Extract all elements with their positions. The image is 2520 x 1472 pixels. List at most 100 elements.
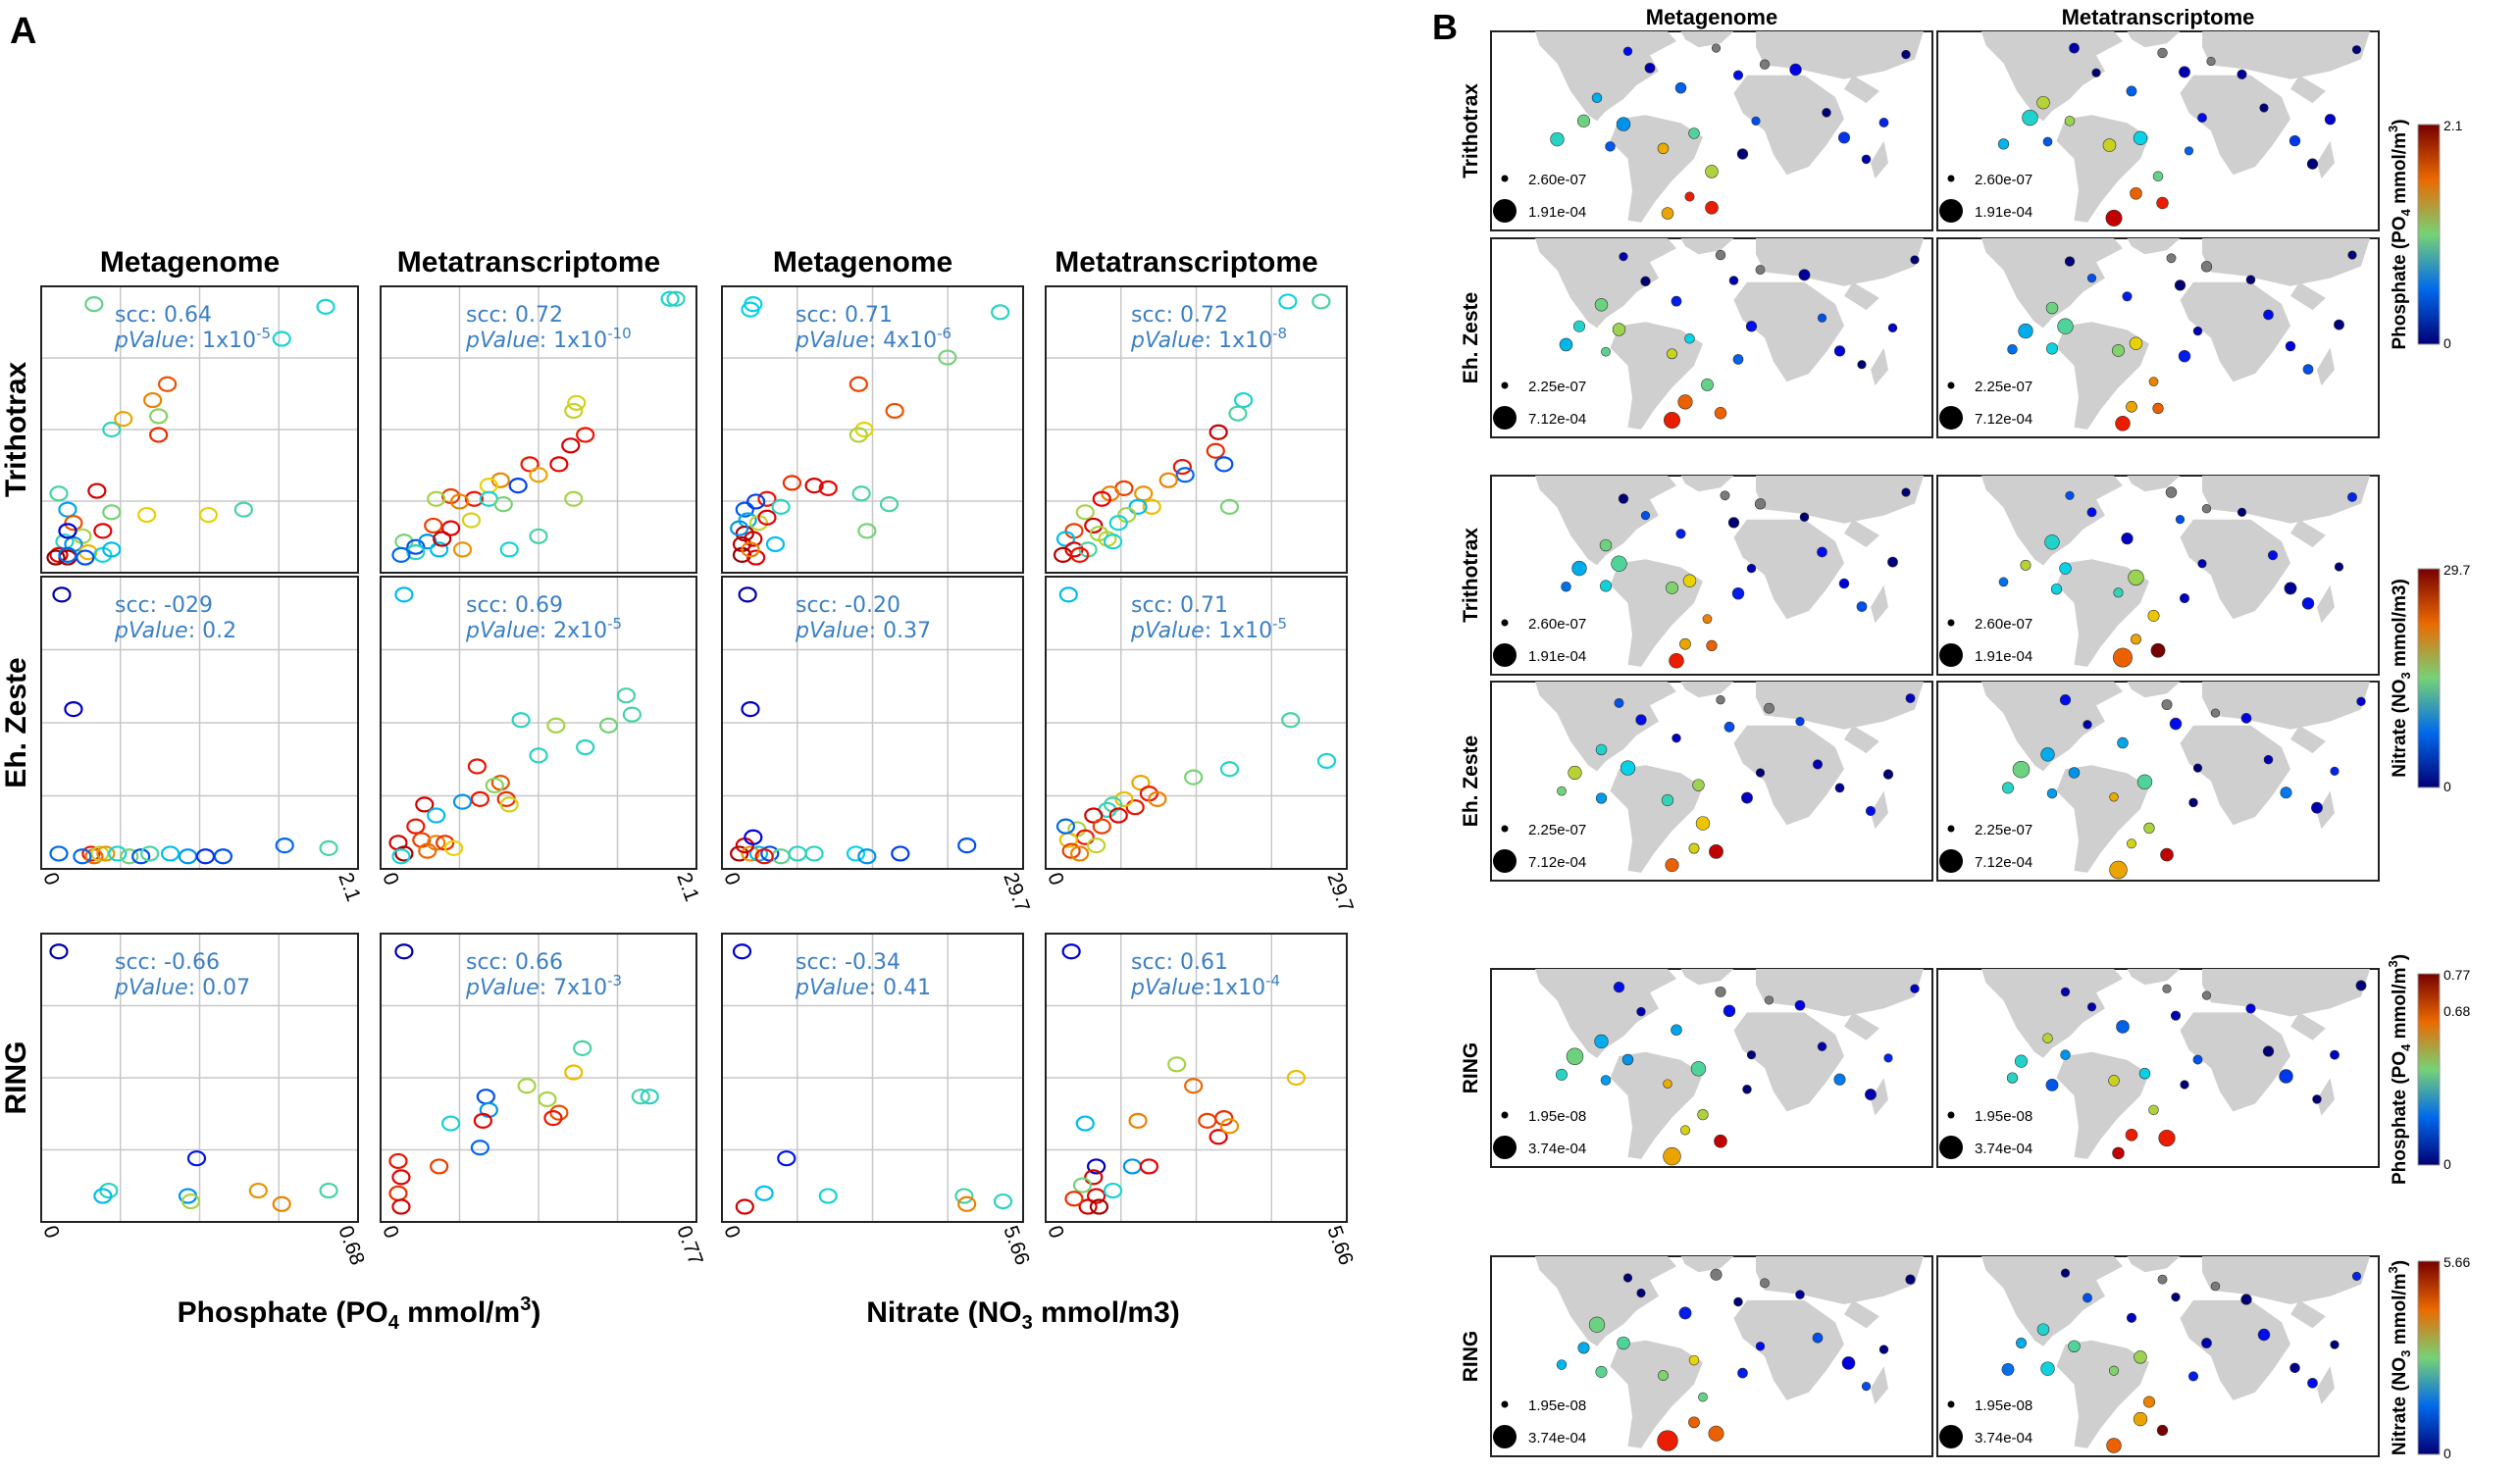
station-point (1714, 1134, 1727, 1148)
station-point (2086, 274, 2097, 283)
x-tick-max: 0.68 (334, 1223, 369, 1268)
scatter-point (857, 523, 877, 539)
station-point (2262, 1045, 2275, 1057)
colorbar-max: 5.66 (2443, 1254, 2470, 1270)
pvalue-label: pValue: 7x10-3 (465, 972, 622, 1000)
legend-max-value: 3.74e-04 (1975, 1430, 2032, 1447)
legend-dot-small (1501, 825, 1509, 833)
station-point (1817, 1041, 1827, 1051)
column-title: Metatranscriptome (397, 246, 660, 279)
scatter-point (818, 1188, 838, 1204)
scatter-point (891, 845, 910, 862)
scatter-point (1209, 424, 1228, 440)
land-mass (2180, 1299, 2290, 1400)
scatter-point (782, 475, 802, 491)
scatter-point (1228, 405, 1248, 422)
station-point (2126, 838, 2137, 849)
scatter-point (64, 515, 83, 532)
colorbar-title-sub: 4 (2398, 1043, 2413, 1051)
scc-label: scc: 0.71 (1131, 593, 1228, 618)
pvalue-value: : 1x10 (188, 329, 256, 353)
land-mass (1680, 969, 1734, 986)
station-point (1716, 695, 1725, 705)
station-point (2279, 1069, 2293, 1084)
station-point (2179, 66, 2190, 78)
station-point (2197, 113, 2207, 124)
station-point (1636, 1006, 1646, 1017)
station-point (2263, 754, 2274, 765)
scatter-point (84, 296, 104, 313)
station-point (2170, 1010, 2182, 1021)
station-point (1887, 556, 1898, 568)
x-axis-title: Nitrate (NO3 mmol/m3) (866, 1296, 1180, 1334)
legend-dot-large (1939, 643, 1963, 667)
pvalue-italic: pValue (114, 976, 188, 1000)
colorbar (2417, 568, 2441, 788)
station-point (2311, 801, 2323, 814)
station-point (1883, 1053, 1893, 1063)
land-mass (2127, 682, 2181, 698)
land-mass (1610, 559, 1703, 667)
axis-title-sup: 3 (520, 1294, 531, 1315)
station-point (1572, 320, 1586, 332)
x-tick-max: 29.7 (999, 870, 1034, 915)
colorbar-title: Nitrate (NO3 mmol/m3) (2390, 579, 2413, 778)
legend-min-value: 2.60e-07 (1528, 172, 1586, 188)
land-mass (1535, 1256, 1676, 1346)
station-point (1887, 323, 1898, 333)
scatter-point (406, 818, 426, 835)
station-point (2059, 694, 2072, 706)
land-mass (1535, 31, 1676, 122)
station-point (1568, 765, 1582, 781)
pvalue-label: pValue: 2x10-5 (465, 615, 622, 643)
station-point (1591, 92, 1603, 104)
land-mass (1981, 969, 2123, 1058)
station-point (2045, 1078, 2059, 1091)
row-title: Trithotrax (0, 362, 32, 498)
scatter-point (391, 1198, 411, 1215)
station-point (1555, 1068, 1569, 1081)
scatter-point (1103, 533, 1123, 550)
station-point (1833, 1073, 1846, 1086)
station-point (1622, 1273, 1633, 1283)
scatter-point (52, 586, 72, 603)
land-mass (1733, 1012, 1844, 1112)
scatter-point (467, 758, 488, 775)
scatter-point (158, 376, 178, 392)
station-point (2126, 1312, 2137, 1323)
scatter-point (746, 549, 766, 566)
station-point (1861, 1381, 1872, 1392)
panel-frame (40, 933, 359, 1223)
station-point (1669, 653, 1684, 669)
station-point (2083, 720, 2092, 730)
station-point (2109, 860, 2128, 880)
land-mass (1871, 584, 1888, 624)
pvalue-value: : 0.07 (188, 976, 250, 1000)
scatter-point (1128, 1112, 1148, 1129)
column-title: Metatranscriptome (1054, 246, 1317, 279)
station-point (1723, 1004, 1736, 1018)
pvalue-label: pValue: 1x10-8 (1130, 325, 1287, 353)
scatter-point (757, 490, 777, 507)
scatter-point (1089, 1198, 1109, 1215)
scatter-point (120, 848, 139, 865)
station-point (1697, 1109, 1709, 1121)
scatter-point (1084, 807, 1104, 824)
scatter-point (640, 1089, 659, 1105)
scatter-point (517, 1078, 537, 1094)
station-point (2312, 1094, 2322, 1104)
station-point (2060, 1268, 2071, 1278)
land-mass (2317, 140, 2335, 179)
column-title: Metagenome (773, 246, 952, 279)
x-tick-max: 2.1 (334, 870, 365, 904)
land-mass (2127, 1256, 2181, 1273)
station-point (1799, 512, 1810, 522)
scatter-point (499, 541, 519, 558)
colorbar-max: 2.1 (2443, 118, 2463, 133)
world-map: 2.25e-07 7.12e-04 (1490, 237, 1933, 438)
scatter-point (957, 837, 977, 854)
scatter-point (1064, 541, 1084, 558)
